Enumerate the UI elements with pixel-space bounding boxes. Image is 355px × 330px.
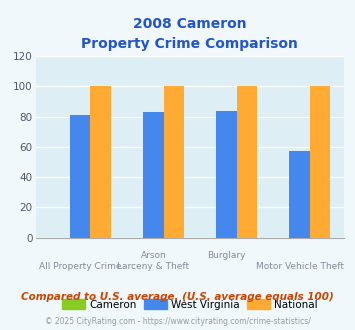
Title: 2008 Cameron
Property Crime Comparison: 2008 Cameron Property Crime Comparison — [82, 17, 298, 51]
Bar — [91, 86, 111, 238]
Text: © 2025 CityRating.com - https://www.cityrating.com/crime-statistics/: © 2025 CityRating.com - https://www.city… — [45, 317, 310, 326]
Bar — [310, 86, 330, 238]
Bar — [289, 151, 310, 238]
Text: All Property Crime: All Property Crime — [39, 262, 121, 271]
Text: Arson: Arson — [141, 251, 166, 260]
Text: Burglary: Burglary — [207, 251, 246, 260]
Bar — [164, 86, 184, 238]
Text: Motor Vehicle Theft: Motor Vehicle Theft — [256, 262, 344, 271]
Bar — [237, 86, 257, 238]
Bar — [143, 112, 164, 238]
Legend: Cameron, West Virginia, National: Cameron, West Virginia, National — [60, 297, 320, 312]
Bar — [70, 115, 91, 238]
Bar — [216, 111, 237, 238]
Text: Larceny & Theft: Larceny & Theft — [117, 262, 190, 271]
Text: Compared to U.S. average. (U.S. average equals 100): Compared to U.S. average. (U.S. average … — [21, 292, 334, 302]
